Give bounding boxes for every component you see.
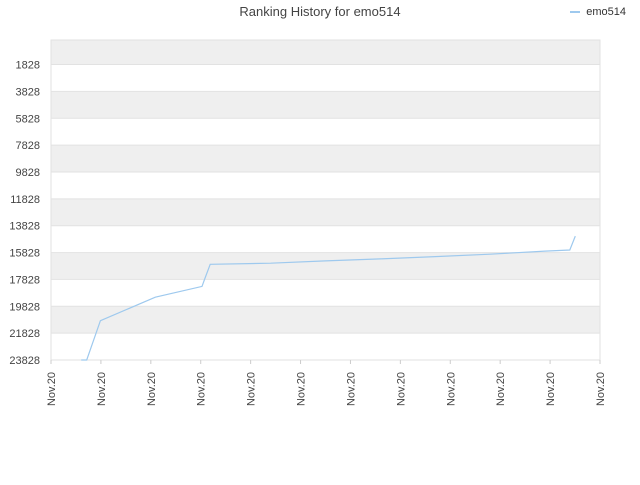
x-tick-label: Nov.20: [545, 372, 557, 406]
x-tick-label: Nov.20: [96, 372, 108, 406]
series-line: [81, 235, 576, 361]
x-tick-label: Nov.20: [296, 372, 308, 406]
y-tick-label: 5828: [16, 113, 40, 125]
grid-band: [51, 225, 600, 253]
grid-band: [51, 171, 600, 199]
y-tick-label: 19828: [9, 301, 40, 313]
grid-band: [51, 91, 600, 119]
grid-band: [51, 118, 600, 146]
y-tick-label: 21828: [9, 328, 40, 340]
x-tick-label: Nov.20: [495, 372, 507, 406]
y-tick-label: 13828: [9, 221, 40, 233]
grid-band: [51, 306, 600, 334]
x-tick-label: Nov.20: [46, 372, 58, 406]
grid-band: [51, 40, 600, 65]
x-tick-label: Nov.20: [246, 372, 258, 406]
legend-swatch: [570, 11, 581, 13]
x-tick-label: Nov.20: [445, 372, 457, 406]
x-tick-label: Nov.20: [395, 372, 407, 406]
x-tick-label: Nov.20: [146, 372, 158, 406]
x-tick-label: Nov.20: [345, 372, 357, 406]
y-tick-label: 7828: [16, 140, 40, 152]
y-tick-label: 11828: [10, 194, 40, 206]
grid-band: [51, 333, 600, 360]
grid-band: [51, 279, 600, 307]
y-tick-label: 3828: [16, 86, 40, 98]
grid-band: [51, 252, 600, 280]
y-tick-label: 15828: [9, 248, 40, 260]
y-tick-label: 17828: [9, 274, 40, 286]
legend[interactable]: emo514: [570, 6, 626, 18]
grid-band: [51, 145, 600, 172]
x-tick-label: Nov.20: [595, 372, 607, 406]
grid-band: [51, 64, 600, 92]
y-tick-label: 23828: [9, 355, 40, 367]
y-tick-label: 9828: [16, 167, 40, 179]
plot-border: [50, 39, 601, 361]
x-tick-label: Nov.20: [196, 372, 208, 406]
y-tick-label: 1828: [16, 60, 40, 72]
grid-band: [51, 198, 600, 226]
chart-title: Ranking History for emo514: [239, 4, 401, 19]
legend-label: emo514: [586, 6, 626, 18]
